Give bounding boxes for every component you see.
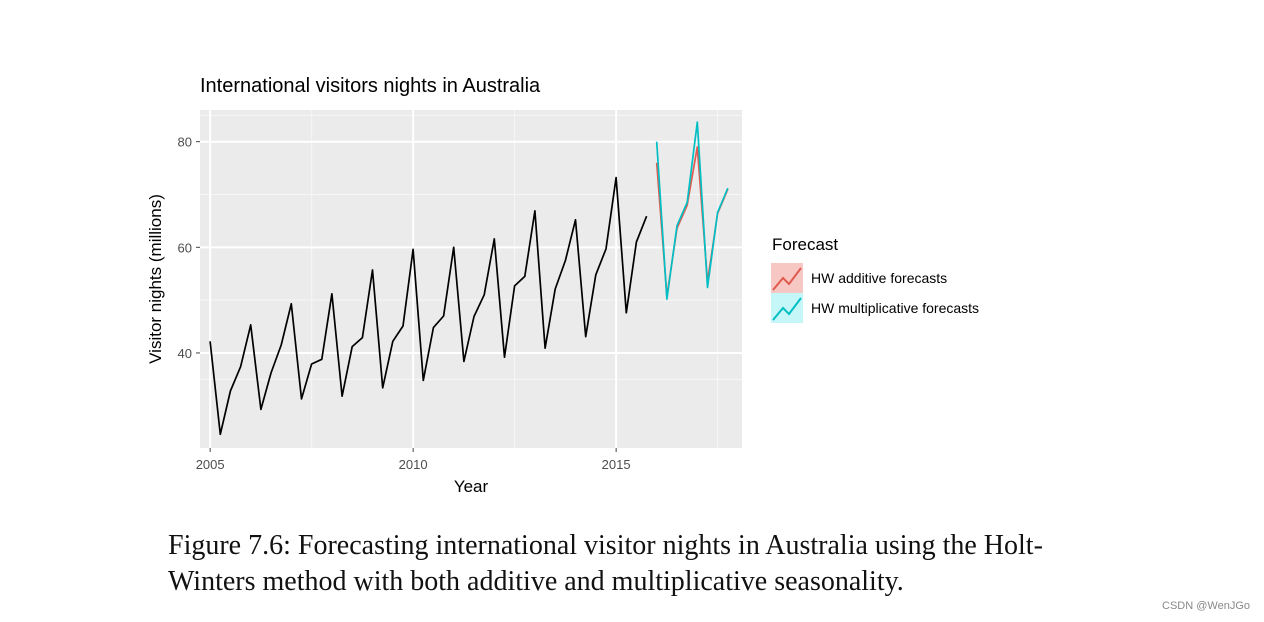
data-point-observed	[239, 365, 241, 367]
legend-line-additive	[772, 267, 802, 291]
watermark: CSDN @WenJGo	[1162, 600, 1250, 612]
data-point-observed	[473, 315, 475, 317]
data-point-observed	[351, 345, 353, 347]
data-point-observed	[463, 360, 465, 362]
data-point-observed	[645, 215, 647, 217]
y-axis-ticks: 40 60 80	[178, 135, 200, 361]
data-point-hw-multiplicative-forecasts	[686, 201, 688, 203]
data-point-observed	[260, 408, 262, 410]
x-axis-ticks: 2005 2010 2015	[196, 448, 631, 472]
data-point-observed	[250, 324, 252, 326]
legend-line-multiplicative	[772, 297, 802, 321]
y-axis-label: Visitor nights (millions)	[146, 194, 165, 364]
series-line-observed	[209, 176, 648, 436]
legend: Forecast HW additive forecasts HW multip…	[771, 235, 979, 323]
data-point-hw-multiplicative-forecasts	[727, 187, 729, 189]
data-point-observed	[392, 340, 394, 342]
data-point-hw-multiplicative-forecasts	[716, 211, 718, 213]
x-axis-label: Year	[454, 477, 489, 496]
data-point-observed	[290, 303, 292, 305]
data-point-hw-multiplicative-forecasts	[696, 121, 698, 123]
legend-label-additive: HW additive forecasts	[811, 270, 947, 286]
data-point-observed	[493, 238, 495, 240]
data-point-observed	[574, 219, 576, 221]
data-point-observed	[635, 241, 637, 243]
legend-key-additive	[771, 263, 803, 293]
data-point-observed	[483, 294, 485, 296]
legend-label-multiplicative: HW multiplicative forecasts	[811, 300, 979, 316]
data-point-observed	[310, 363, 312, 365]
data-point-observed	[321, 358, 323, 360]
data-point-observed	[280, 344, 282, 346]
data-point-observed	[453, 246, 455, 248]
data-point-observed	[625, 312, 627, 314]
data-point-observed	[442, 315, 444, 317]
data-point-hw-multiplicative-forecasts	[676, 224, 678, 226]
y-tick-label: 80	[178, 135, 192, 150]
data-point-observed	[381, 387, 383, 389]
data-point-hw-multiplicative-forecasts	[666, 298, 668, 300]
data-point-hw-multiplicative-forecasts	[706, 286, 708, 288]
data-point-observed	[412, 248, 414, 250]
data-point-observed	[270, 372, 272, 374]
grid-major	[200, 110, 742, 448]
chart-title: International visitors nights in Austral…	[200, 75, 541, 97]
data-point-observed	[595, 274, 597, 276]
data-point-observed	[503, 356, 505, 358]
data-point-observed	[554, 288, 556, 290]
data-point-observed	[513, 285, 515, 287]
x-tick-label: 2015	[602, 457, 631, 472]
data-point-observed	[371, 269, 373, 271]
series-layer	[209, 121, 729, 436]
y-tick-label: 60	[178, 240, 192, 255]
data-point-observed	[209, 340, 211, 342]
data-point-observed	[584, 335, 586, 337]
data-point-observed	[300, 398, 302, 400]
data-point-observed	[615, 176, 617, 178]
figure-caption: Figure 7.6: Forecasting international vi…	[168, 530, 1043, 597]
data-point-observed	[341, 395, 343, 397]
chart: International visitors nights in Austral…	[146, 75, 979, 496]
data-point-hw-multiplicative-forecasts	[656, 140, 658, 142]
data-point-observed	[432, 326, 434, 328]
data-point-observed	[564, 259, 566, 261]
data-point-observed	[534, 210, 536, 212]
data-point-observed	[605, 248, 607, 250]
data-point-observed	[422, 379, 424, 381]
data-point-observed	[331, 293, 333, 295]
data-point-observed	[219, 433, 221, 435]
data-point-observed	[229, 390, 231, 392]
x-tick-label: 2010	[399, 457, 428, 472]
data-point-observed	[544, 347, 546, 349]
x-tick-label: 2005	[196, 457, 225, 472]
y-tick-label: 40	[178, 346, 192, 361]
data-point-observed	[402, 325, 404, 327]
legend-title: Forecast	[772, 235, 838, 254]
plot-panel	[200, 110, 742, 448]
grid-minor	[200, 110, 742, 448]
legend-key-multiplicative	[771, 293, 803, 323]
series-line-hw-multiplicative-forecasts	[655, 121, 729, 300]
data-point-observed	[361, 336, 363, 338]
data-point-observed	[524, 275, 526, 277]
